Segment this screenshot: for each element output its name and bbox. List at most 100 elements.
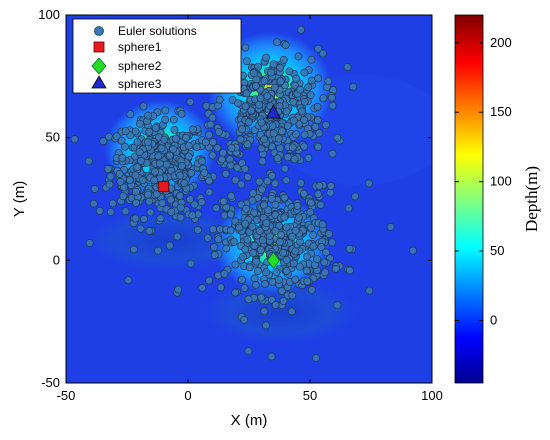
y-tick-label: -50 bbox=[41, 375, 60, 390]
euler-solution-point bbox=[248, 196, 257, 205]
euler-solution-point bbox=[251, 82, 260, 90]
euler-solution-point bbox=[331, 264, 340, 273]
euler-solution-point bbox=[209, 225, 217, 234]
legend-sphere2-label: sphere2 bbox=[118, 59, 162, 73]
colorbar-ticks: 0 50 100 150 200 bbox=[455, 35, 512, 328]
euler-solution-point bbox=[300, 68, 309, 77]
euler-solution-point bbox=[252, 257, 261, 266]
euler-solution-point bbox=[197, 198, 206, 207]
euler-solution-point bbox=[313, 103, 322, 111]
euler-solution-point bbox=[208, 151, 217, 160]
euler-solution-point bbox=[155, 159, 164, 168]
euler-solution-point bbox=[166, 195, 175, 204]
euler-solution-point bbox=[247, 106, 256, 115]
euler-solution-point bbox=[235, 223, 244, 232]
euler-solution-point bbox=[231, 260, 240, 269]
euler-solution-point bbox=[105, 180, 114, 189]
euler-solution-point bbox=[278, 127, 286, 136]
euler-solution-point bbox=[84, 157, 93, 166]
euler-solution-point bbox=[158, 199, 167, 207]
sphere3-marker bbox=[265, 104, 282, 119]
euler-solution-point bbox=[121, 207, 130, 216]
euler-solution-point bbox=[133, 138, 142, 147]
euler-solution-point bbox=[243, 140, 252, 149]
euler-solution-point bbox=[151, 123, 160, 132]
euler-solution-point bbox=[299, 189, 308, 198]
euler-solution-point bbox=[317, 243, 326, 251]
euler-solution-point bbox=[303, 277, 312, 286]
euler-solution-point bbox=[345, 244, 354, 253]
colorbar-tick-label: 100 bbox=[490, 174, 512, 189]
euler-solution-point bbox=[294, 52, 303, 61]
euler-solution-point bbox=[300, 115, 309, 124]
euler-solution-point bbox=[150, 176, 159, 185]
euler-solution-point bbox=[293, 201, 302, 210]
sphere2-marker bbox=[266, 251, 280, 270]
euler-solution-point bbox=[241, 43, 250, 52]
legend-sphere3-label: sphere3 bbox=[118, 77, 162, 91]
euler-solution-point bbox=[257, 293, 266, 302]
euler-solution-point bbox=[132, 199, 140, 207]
euler-solution-point bbox=[146, 208, 155, 217]
euler-solution-point bbox=[274, 275, 283, 284]
euler-solution-point bbox=[180, 179, 189, 188]
euler-solution-point bbox=[213, 144, 222, 152]
x-axis-ticks: -50 0 50 100 bbox=[57, 15, 443, 403]
euler-solution-point bbox=[243, 235, 252, 244]
legend-sphere1-marker bbox=[93, 41, 105, 53]
euler-solution-point bbox=[281, 41, 290, 50]
euler-solution-point bbox=[169, 145, 178, 154]
euler-solution-point bbox=[267, 68, 275, 77]
euler-solution-point bbox=[249, 249, 258, 257]
euler-solution-point bbox=[268, 171, 276, 180]
euler-solution-point bbox=[256, 245, 265, 254]
euler-solution-point bbox=[131, 187, 140, 196]
euler-solution-point bbox=[321, 268, 330, 277]
euler-solution-point bbox=[282, 107, 291, 116]
euler-solution-point bbox=[165, 151, 174, 160]
euler-solution-point bbox=[295, 262, 304, 271]
depth-low-region bbox=[90, 210, 250, 270]
euler-solution-point bbox=[95, 206, 104, 215]
euler-solution-point bbox=[314, 74, 323, 83]
euler-solution-point bbox=[271, 300, 280, 309]
euler-solution-point bbox=[264, 206, 273, 215]
euler-solution-point bbox=[226, 210, 235, 219]
colorbar-label: Depth(m) bbox=[522, 166, 541, 232]
euler-solution-point bbox=[262, 219, 271, 228]
legend-euler-marker bbox=[94, 26, 104, 36]
euler-solution-point bbox=[214, 127, 223, 136]
euler-solution-point bbox=[150, 167, 159, 176]
y-axis-label: Y (m) bbox=[11, 181, 28, 217]
euler-solution-point bbox=[316, 200, 325, 209]
euler-solution-point bbox=[202, 101, 211, 110]
euler-solution-point bbox=[300, 97, 309, 106]
y-tick-label: 50 bbox=[46, 130, 60, 145]
euler-solution-point bbox=[177, 109, 186, 118]
euler-solution-point bbox=[242, 89, 251, 98]
euler-solution-point bbox=[145, 127, 154, 136]
euler-solution-point bbox=[263, 177, 272, 186]
euler-solution-point bbox=[193, 226, 202, 235]
euler-solution-point bbox=[328, 149, 337, 158]
euler-solution-point bbox=[70, 135, 79, 144]
euler-solution-point bbox=[260, 135, 269, 144]
euler-solution-point bbox=[135, 148, 144, 157]
plot-frame bbox=[65, 14, 433, 384]
euler-solution-point bbox=[307, 55, 316, 64]
euler-solution-point bbox=[276, 63, 285, 72]
euler-solution-point bbox=[192, 143, 201, 152]
euler-solution-point bbox=[304, 154, 313, 162]
euler-solution-point bbox=[267, 194, 276, 203]
euler-solution-point bbox=[174, 285, 183, 294]
euler-solution-point bbox=[238, 125, 247, 134]
legend-sphere2-marker bbox=[91, 57, 107, 75]
euler-solution-point bbox=[314, 142, 323, 151]
euler-solution-point bbox=[249, 189, 258, 198]
euler-solution-point bbox=[156, 214, 165, 223]
euler-solution-point bbox=[289, 259, 298, 268]
euler-solution-point bbox=[296, 85, 305, 94]
euler-solution-point bbox=[258, 157, 267, 166]
euler-solution-point bbox=[190, 200, 199, 209]
euler-solution-point bbox=[409, 246, 417, 255]
